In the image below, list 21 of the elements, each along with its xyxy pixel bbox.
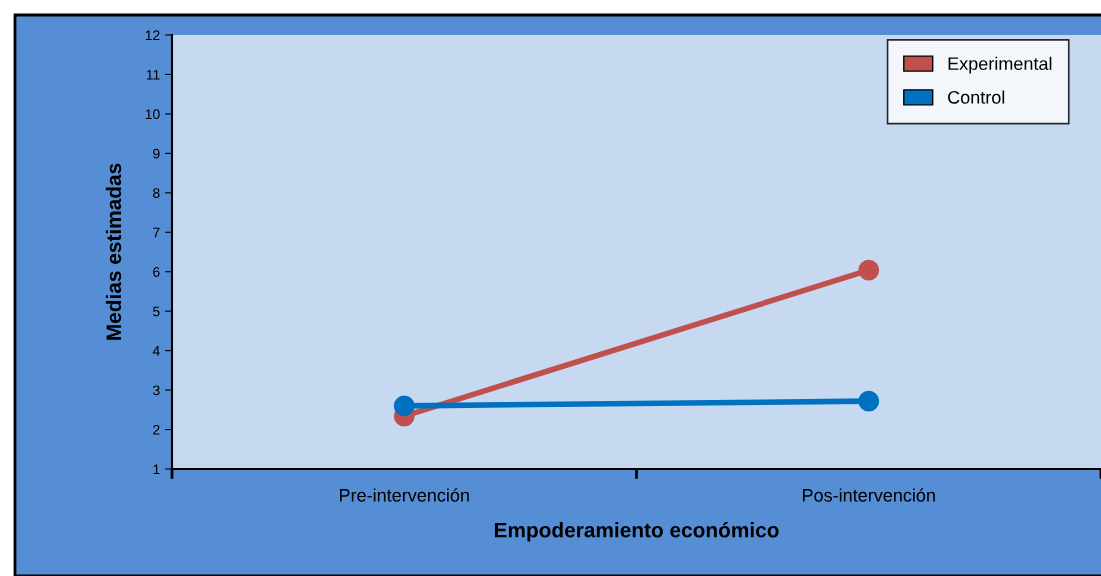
point (858, 390, 880, 412)
y-tick-label: 6 (153, 267, 160, 277)
x-tick-label: Pos-intervención (802, 488, 935, 502)
y-tick-label: 11 (146, 69, 160, 80)
y-tick-label: 3 (153, 385, 160, 396)
legend-label: Control (948, 90, 1005, 104)
y-tick-label: 8 (153, 188, 160, 198)
x-tick-label: Pre-intervención (340, 488, 469, 502)
point (393, 395, 415, 417)
y-axis-title: Medias estimadas (105, 163, 122, 340)
y-tick-label: 7 (153, 227, 160, 238)
y-tick-label: 10 (145, 109, 160, 120)
y-tick-label: 12 (145, 30, 160, 41)
y-tick-label: 5 (153, 306, 160, 317)
y-tick-label: 9 (153, 148, 160, 159)
point (858, 259, 880, 281)
y-tick-label: 4 (152, 346, 160, 356)
y-tick-label: 2 (153, 424, 160, 435)
legend-label: Experimental (948, 56, 1052, 74)
x-axis-title: Empoderamiento económico (494, 521, 779, 542)
y-tick-label: 1 (153, 464, 160, 475)
